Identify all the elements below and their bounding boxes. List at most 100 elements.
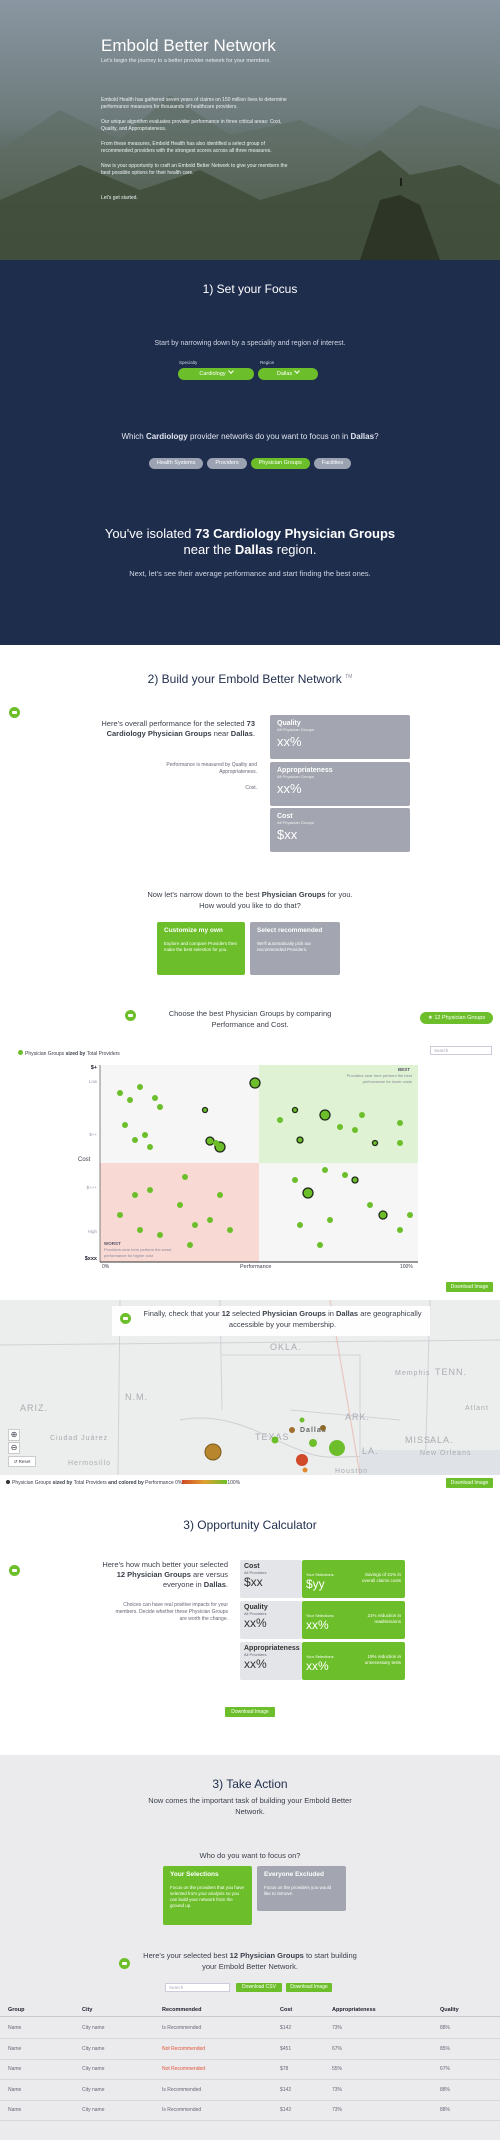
scatter-dot[interactable] xyxy=(117,1212,123,1218)
scatter-dot[interactable] xyxy=(117,1090,123,1096)
scatter-dot[interactable] xyxy=(187,1242,193,1248)
y-tick-label: Low xyxy=(88,1079,97,1084)
scatter-dot[interactable] xyxy=(397,1227,403,1233)
table-cell: Is Recommended xyxy=(162,2107,202,2114)
type-pill[interactable]: Facilities xyxy=(313,458,352,469)
scatter-dot[interactable] xyxy=(205,1136,215,1146)
option-card[interactable]: Everyone Excluded Focus on the providers … xyxy=(257,1866,346,1911)
search-box[interactable]: Search xyxy=(430,1046,492,1055)
specialty-select[interactable]: Cardiology xyxy=(178,368,254,380)
scatter-dot[interactable] xyxy=(407,1212,413,1218)
scatter-dot[interactable] xyxy=(213,1140,219,1146)
scatter-dot[interactable] xyxy=(132,1192,138,1198)
scatter-dot[interactable] xyxy=(277,1117,283,1123)
header-rule xyxy=(0,2016,500,2017)
scatter-dot[interactable] xyxy=(297,1222,303,1228)
row-rule xyxy=(0,2038,500,2039)
map-label: Atlant xyxy=(465,1405,489,1412)
scatter-dot[interactable] xyxy=(142,1132,148,1138)
scatter-dot[interactable] xyxy=(342,1172,348,1178)
scatter-dot[interactable] xyxy=(319,1109,331,1121)
scatter-dot[interactable] xyxy=(137,1227,143,1233)
option-text: We'll automatically pick our recommended… xyxy=(257,941,312,952)
type-pill[interactable]: Physician Groups xyxy=(250,458,310,469)
impact: 19% reduction in unnecessary tests xyxy=(364,1654,401,1665)
scatter-dot[interactable] xyxy=(217,1192,223,1198)
table-cell: Name xyxy=(8,2066,22,2073)
region-select[interactable]: Dallas xyxy=(258,368,318,380)
text-part: 73 Cardiology Physician Groups xyxy=(195,526,396,541)
hero-paragraphs: Embold Health has gathered seven years o… xyxy=(101,97,291,210)
map-label: ALA. xyxy=(430,1435,454,1445)
scatter-dot[interactable] xyxy=(177,1202,183,1208)
scatter-dot[interactable] xyxy=(137,1084,143,1090)
table-cell: Name xyxy=(8,2025,22,2031)
scatter-dot[interactable] xyxy=(182,1174,188,1180)
scatter-dot[interactable] xyxy=(127,1097,133,1103)
scatter-dot[interactable] xyxy=(147,1187,153,1193)
zoom-out[interactable]: ⊖ xyxy=(8,1442,20,1454)
scatter-dot[interactable] xyxy=(201,1106,209,1114)
option-card[interactable]: Customize my own Explore and compare Prov… xyxy=(157,922,245,975)
scatter-dot[interactable] xyxy=(122,1122,128,1128)
map-label: LA. xyxy=(362,1446,379,1456)
option-title: Your Selections xyxy=(170,1871,219,1878)
scatter-dot[interactable] xyxy=(378,1210,388,1220)
scatter-dot[interactable] xyxy=(207,1217,213,1223)
hero-paragraph: From these measures, Embold Health has a… xyxy=(101,141,272,154)
impact: 21% reduction in readmissions xyxy=(367,1613,401,1624)
text-part: to start building your Embold Better Net… xyxy=(202,1951,357,1971)
text-part: near xyxy=(211,729,231,738)
row-name: Appropriateness xyxy=(244,1645,300,1652)
scatter-dot[interactable] xyxy=(322,1167,328,1173)
text-part: Physician Groups xyxy=(12,1480,52,1486)
table-cell: 88% xyxy=(440,2086,451,2093)
scatter-dot[interactable] xyxy=(359,1112,365,1118)
chat-icon xyxy=(120,1313,131,1324)
scatter-dot[interactable] xyxy=(397,1140,403,1146)
scatter-dot[interactable] xyxy=(147,1144,153,1150)
color-scale xyxy=(182,1480,228,1484)
search-box[interactable]: Search xyxy=(165,1983,230,1992)
scatter-dot[interactable] xyxy=(317,1242,323,1248)
selection-button[interactable]: ★ 12 Physician Groups xyxy=(420,1012,493,1024)
scatter-dot[interactable] xyxy=(157,1232,163,1238)
type-pill[interactable]: Providers xyxy=(207,458,247,469)
scatter-dot[interactable] xyxy=(192,1222,198,1228)
reset-button[interactable]: ↺ Reset xyxy=(8,1456,36,1467)
reset-text: Reset xyxy=(18,1459,31,1464)
sel-value: xx% xyxy=(306,1618,329,1632)
type-pill[interactable]: Health Systems xyxy=(148,458,204,469)
rect xyxy=(259,1065,418,1163)
option-card[interactable]: Your Selections Focus on the providers th… xyxy=(163,1866,252,1925)
scatter-dot[interactable] xyxy=(157,1104,163,1110)
scatter-dot[interactable] xyxy=(337,1124,343,1130)
scatter-dot[interactable] xyxy=(371,1139,379,1147)
scatter-dot[interactable] xyxy=(296,1136,304,1144)
button-text: Download Image xyxy=(450,1284,489,1290)
option-card[interactable]: Select recommended We'll automatically pi… xyxy=(250,922,340,975)
hero-title: Embold Better Network xyxy=(101,36,276,55)
scatter-dot[interactable] xyxy=(227,1227,233,1233)
scatter-dot[interactable] xyxy=(292,1177,298,1183)
scatter-dot[interactable] xyxy=(397,1120,403,1126)
download-button[interactable]: Download Image xyxy=(225,1707,275,1717)
scatter-dot[interactable] xyxy=(249,1077,261,1089)
download-button[interactable]: Download Image xyxy=(286,1983,332,1992)
scatter-dot[interactable] xyxy=(302,1187,314,1199)
scatter-dot[interactable] xyxy=(291,1106,299,1114)
download-button[interactable]: Download Image xyxy=(446,1478,493,1488)
map-section: ARIZ. N.M. OKLA. TENN. Memphis Atlant ARK. MISS… xyxy=(0,1300,500,1490)
zoom-in[interactable]: ⊕ xyxy=(8,1429,20,1441)
download-button[interactable]: Download Image xyxy=(446,1282,493,1292)
scatter-dot[interactable] xyxy=(132,1137,138,1143)
scatter-dot[interactable] xyxy=(352,1127,358,1133)
button-text: Download CSV xyxy=(242,1984,276,1990)
csv-button[interactable]: Download CSV xyxy=(236,1983,282,1992)
scatter-dot[interactable] xyxy=(367,1202,373,1208)
scatter-dot[interactable] xyxy=(351,1176,359,1184)
tm: TM xyxy=(345,674,353,680)
text-part: and colored by xyxy=(106,1480,146,1486)
scatter-dot[interactable] xyxy=(327,1217,333,1223)
scatter-dot[interactable] xyxy=(152,1095,158,1101)
